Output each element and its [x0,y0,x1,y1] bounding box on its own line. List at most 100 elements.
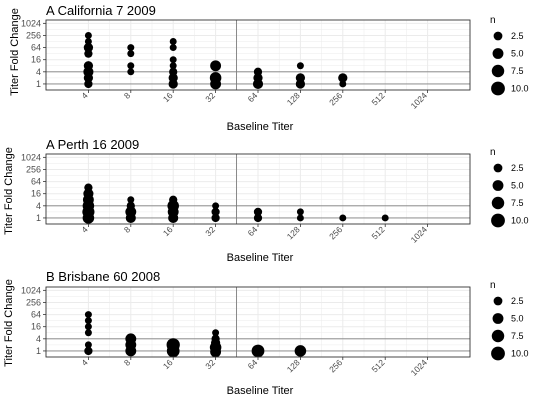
legend-key [493,296,503,306]
y-tick-label: 4 [36,334,41,344]
legend-label: 2.5 [511,31,524,41]
data-point [84,317,92,325]
data-point [126,201,135,210]
data-point [127,50,135,58]
legend-label: 5.0 [511,181,524,191]
y-tick-label: 64 [31,43,41,53]
data-point [169,195,178,204]
y-tick-label: 1 [36,346,41,356]
panel-title: B Brisbane 60 2008 [46,269,160,284]
data-point [83,42,94,53]
data-point [169,62,177,70]
legend-key [493,163,503,173]
data-point [166,338,180,352]
data-point [169,67,178,76]
x-tick-label: 8 [122,357,133,368]
x-tick-label: 16 [161,357,175,371]
panel-title: A California 7 2009 [46,3,156,18]
x-tick-label: 16 [161,90,175,104]
legend-key [492,313,504,324]
data-point [168,73,178,83]
data-point [295,73,306,83]
x-tick-label: 512 [370,224,387,241]
y-tick-label: 1024 [21,18,41,28]
y-axis-title: Titer Fold Change [3,279,15,367]
size-legend: n 2.5 5.0 7.5 10.0 [490,280,529,361]
data-point [167,200,179,212]
x-tick-label: 8 [122,90,133,101]
data-point [209,72,222,84]
data-point [84,311,92,319]
x-tick-label: 16 [161,224,175,238]
y-tick-label: 256 [26,30,41,40]
data-point [296,62,304,70]
legend-label: 10.0 [511,216,529,226]
data-point [84,183,93,192]
panel-1: A California 7 2009 Titer Fold Change Ba… [9,3,471,133]
data-point [211,207,220,217]
data-point [83,188,94,199]
y-tick-label: 1 [36,79,41,89]
legend-key [491,213,505,228]
x-tick-label: 128 [285,90,302,107]
y-tick-label: 16 [31,322,41,332]
x-tick-label: 64 [246,90,260,104]
data-point [253,67,263,76]
data-point [169,56,177,64]
legend-label: 2.5 [511,163,524,173]
data-point [84,329,92,337]
x-axis-title: Baseline Titer [227,385,294,397]
x-tick-label: 512 [370,90,387,107]
data-point [210,60,222,72]
y-tick-label: 16 [31,55,41,65]
data-point [339,80,347,88]
x-tick-label: 64 [246,224,260,238]
data-point [212,329,220,337]
x-axis-title: Baseline Titer [227,121,294,133]
data-point [212,202,220,210]
data-point [125,333,137,345]
data-point [251,344,265,358]
legend-label: 10.0 [511,84,529,94]
data-point [84,31,92,39]
plot-area: 1 4 16 64 256 1024 4 8 16 32 64 128 256 512 1024 [21,285,471,378]
y-tick-label: 4 [36,201,41,211]
data-point [127,62,135,70]
legend-key [491,196,505,210]
data-point [338,73,348,83]
y-tick-label: 1024 [21,152,41,162]
x-tick-label: 4 [79,224,90,235]
data-point [84,341,92,349]
x-tick-label: 256 [327,224,344,241]
y-tick-label: 16 [31,189,41,199]
data-point [127,68,135,76]
legend-key [492,48,504,59]
x-tick-label: 4 [79,90,90,101]
x-tick-label: 64 [246,357,260,371]
y-tick-label: 1024 [21,285,41,295]
panel-2: A Perth 16 2009 Titer Fold Change Baseli… [3,137,471,264]
data-point [83,61,94,71]
x-tick-label: 128 [285,357,302,374]
data-point [84,346,93,356]
legend-key [492,180,504,191]
data-point [294,345,307,357]
legend-title: n [490,280,496,291]
data-point [253,207,263,217]
panel-3: B Brisbane 60 2008 Titer Fold Change Bas… [3,269,471,397]
x-tick-label: 32 [203,224,217,238]
data-point [127,196,135,204]
data-point [169,44,177,52]
x-tick-label: 8 [122,224,133,235]
y-tick-label: 4 [36,67,41,77]
data-point [296,208,304,216]
data-point [211,334,220,343]
x-tick-label: 32 [203,90,217,104]
x-tick-label: 1024 [409,357,430,378]
x-axis-title: Baseline Titer [227,252,294,264]
data-point [84,38,92,45]
data-point [169,38,177,45]
legend-key [491,329,505,343]
y-tick-label: 64 [31,310,41,320]
